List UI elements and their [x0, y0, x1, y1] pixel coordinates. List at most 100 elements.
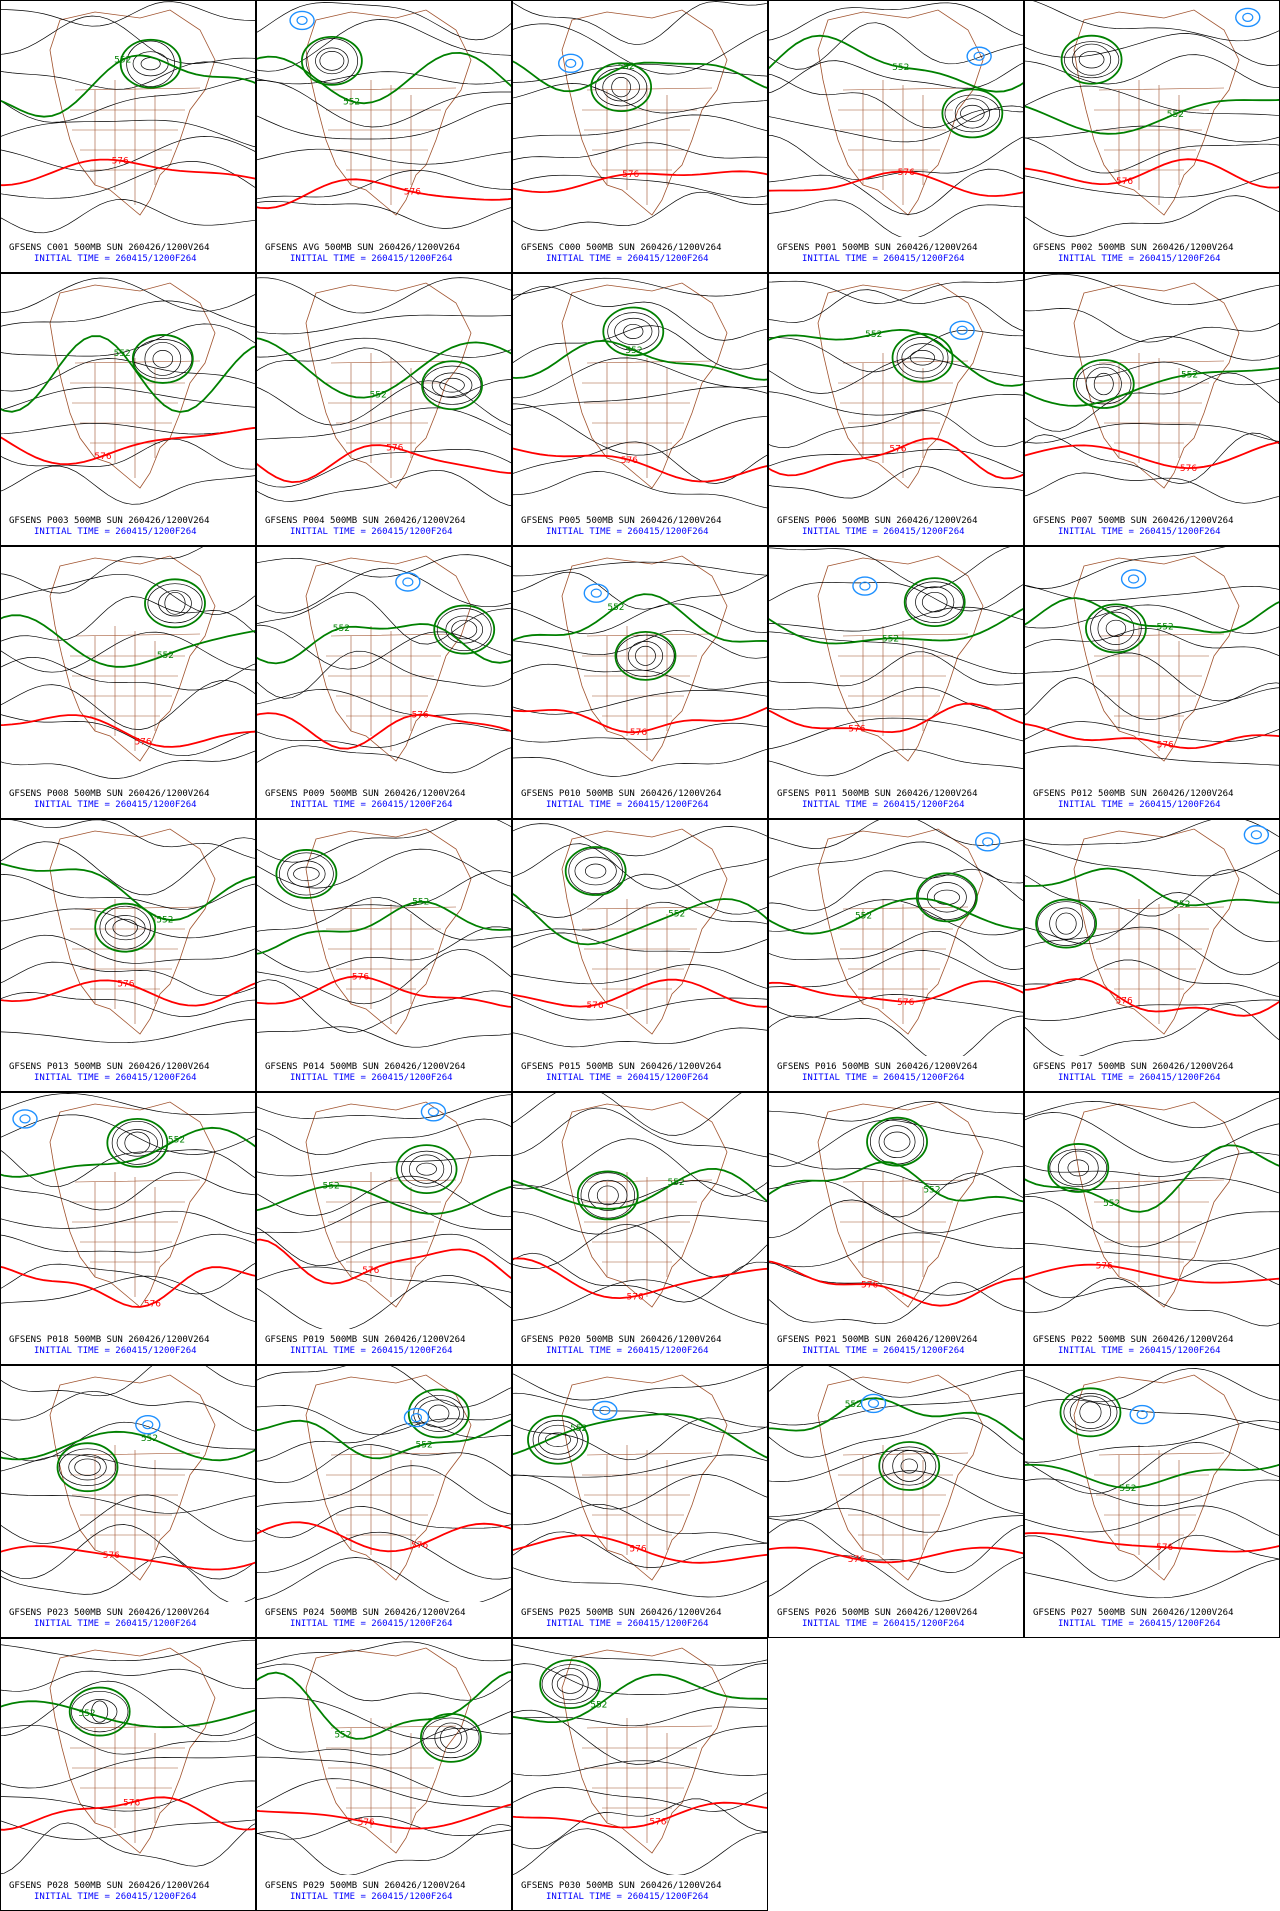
height-contour: [513, 357, 767, 399]
contour-552-loop: [94, 902, 157, 953]
height-contour: [1025, 1478, 1279, 1507]
height-contour: [257, 1266, 511, 1293]
map-panel: 552 576 GFSENS P017 500MB SUN 260426/1200V…: [1024, 819, 1280, 1092]
contour-label-552: 552: [892, 63, 909, 73]
contour-label-552: 552: [625, 346, 642, 356]
height-contour: [513, 1252, 767, 1303]
height-contour: [1025, 627, 1279, 656]
contour-552-loop: [433, 604, 496, 655]
contour-label-552: 552: [416, 1440, 433, 1450]
map-area: 552 576: [257, 277, 511, 506]
panel-frame: [512, 0, 768, 273]
height-contour: [513, 1709, 767, 1765]
map-panel: 552 576 GFSENS P015 500MB SUN 260426/1200V…: [512, 819, 768, 1092]
low-contour: [152, 350, 174, 368]
contour-label-576: 576: [621, 456, 638, 466]
contour-label-552: 552: [1173, 900, 1190, 910]
height-contour: [257, 1366, 511, 1408]
height-contour: [1025, 1243, 1279, 1262]
height-contour: [1, 1819, 255, 1840]
panel-init-time: INITIAL TIME = 260415/1200F264: [1058, 254, 1221, 264]
map-panel: 552 576 GFSENS C001 500MB SUN 260426/1200V…: [0, 0, 256, 273]
height-contour: [513, 1107, 767, 1158]
contour-576: [257, 178, 511, 210]
height-contour: [1025, 1420, 1279, 1463]
height-contour: [769, 820, 1023, 849]
height-contour: [1, 1680, 255, 1737]
panel-frame: [1024, 819, 1280, 1092]
panel-frame: [256, 273, 512, 546]
map-area: 552 576: [1, 277, 255, 505]
height-contour: [513, 561, 767, 577]
coastline: [49, 1101, 216, 1308]
contour-528: [12, 1109, 38, 1129]
contour-528: [949, 320, 975, 340]
state-borders: [70, 353, 201, 478]
state-borders: [1094, 899, 1225, 1024]
height-contour: [1025, 1534, 1279, 1582]
height-contour: [513, 1279, 767, 1325]
panel-init-time: INITIAL TIME = 260415/1200F264: [290, 1346, 453, 1356]
height-contour: [257, 1823, 511, 1875]
height-contour: [513, 1503, 767, 1544]
height-contour: [769, 60, 1023, 94]
height-contour: [1025, 926, 1279, 976]
low-contour: [1076, 363, 1132, 405]
height-contour: [513, 1474, 767, 1510]
low-contour: [74, 1458, 101, 1476]
contour-label-552: 552: [570, 1424, 587, 1434]
panel-frame: [0, 1638, 256, 1911]
coastline: [1073, 828, 1240, 1035]
panel-frame: [0, 273, 256, 546]
panel-init-time: INITIAL TIME = 260415/1200F264: [546, 527, 709, 537]
height-contour: [1, 1454, 255, 1480]
height-contour: [1, 573, 255, 615]
height-contour: [1, 820, 255, 859]
panel-frame: [512, 819, 768, 1092]
contour-576: [769, 1260, 1023, 1307]
contour-label-576: 576: [412, 711, 429, 721]
low-contour: [287, 860, 326, 888]
low-contour: [1093, 372, 1114, 396]
height-contour: [513, 1138, 767, 1197]
height-contour: [1, 465, 255, 505]
contour-label-552: 552: [607, 603, 624, 613]
height-contour: [513, 1211, 767, 1235]
height-contour: [1, 1780, 255, 1812]
height-contour: [513, 286, 767, 341]
contour-552-loop: [602, 306, 665, 357]
contour-576: [1, 427, 255, 466]
map-panel: 552 576 GFSENS P011 500MB SUN 260426/1200V…: [768, 546, 1024, 819]
panel-init-time: INITIAL TIME = 260415/1200F264: [34, 527, 197, 537]
low-contour: [293, 866, 320, 882]
height-contour: [1025, 1505, 1279, 1536]
map-area: 552 576: [257, 820, 511, 1048]
height-contour: [257, 469, 511, 506]
state-borders: [1094, 626, 1225, 751]
height-contour: [1, 1390, 255, 1432]
panel-title: GFSENS P002 500MB SUN 260426/1200V264: [1033, 243, 1233, 253]
coastline: [561, 282, 728, 489]
low-contour: [158, 590, 192, 617]
map-panel: 552 576 GFSENS P030 500MB SUN 260426/1200V…: [512, 1638, 768, 1911]
panel-title: GFSENS P023 500MB SUN 260426/1200V264: [9, 1608, 209, 1618]
low-contour: [580, 1172, 635, 1219]
panel-title: GFSENS P024 500MB SUN 260426/1200V264: [265, 1608, 465, 1618]
contour-label-576: 576: [144, 1300, 161, 1310]
low-contour: [1055, 912, 1077, 935]
coastline: [305, 9, 472, 216]
height-contour: [1025, 604, 1279, 634]
low-contour: [436, 608, 492, 652]
contour-label-552: 552: [343, 97, 360, 107]
coastline: [561, 1374, 728, 1581]
height-contour: [1025, 869, 1279, 917]
panel-init-time: INITIAL TIME = 260415/1200F264: [290, 1892, 453, 1902]
height-contour: [1, 631, 255, 673]
height-contour: [1, 547, 204, 594]
map-panel: 552 576 GFSENS AVG 500MB SUN 260426/1200V2…: [256, 0, 512, 273]
map-panel: 552 576 GFSENS P006 500MB SUN 260426/1200V…: [768, 273, 1024, 546]
map-panel: 552 576 GFSENS P028 500MB SUN 260426/1200V…: [0, 1638, 256, 1911]
contour-528-inner: [599, 1405, 611, 1416]
panel-init-time: INITIAL TIME = 260415/1200F264: [1058, 1619, 1221, 1629]
height-contour: [769, 329, 1023, 373]
